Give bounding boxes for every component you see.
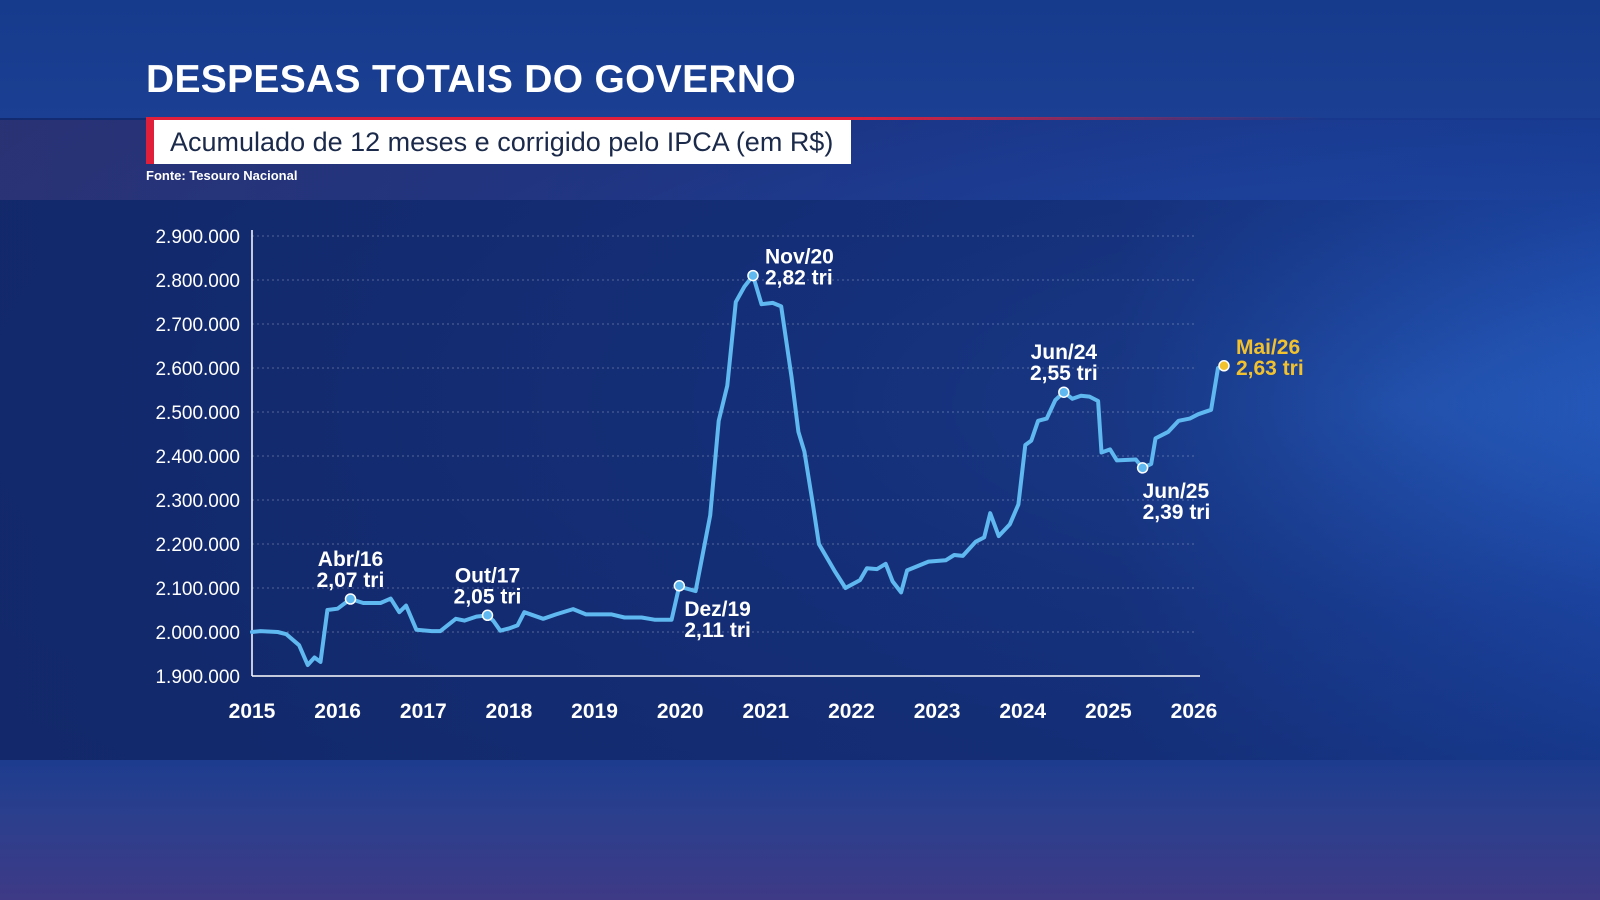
y-tick-label: 2.000.000: [155, 623, 240, 644]
series-line: [250, 273, 1226, 667]
x-tick-label: 2019: [571, 700, 618, 723]
annotation-date: Jun/24: [1031, 341, 1098, 364]
annotation-value: 2,11 tri: [684, 619, 751, 642]
chart-subtitle: Acumulado de 12 meses e corrigido pelo I…: [146, 120, 852, 164]
data-point-marker: [481, 609, 494, 622]
annotation-date: Mai/26: [1236, 336, 1300, 359]
data-point-marker: [1218, 360, 1230, 372]
y-tick-label: 2.900.000: [155, 227, 240, 248]
annotation-value: 2,39 tri: [1143, 501, 1211, 524]
annotation-value: 2,55 tri: [1030, 362, 1098, 385]
x-tick-label: 2020: [657, 700, 704, 723]
data-point-marker: [1058, 386, 1070, 398]
annotation-date: Out/17: [455, 564, 520, 587]
data-point-marker: [344, 593, 357, 605]
x-tick-label: 2016: [314, 700, 361, 723]
y-tick-label: 2.200.000: [155, 535, 240, 556]
x-tick-label: 2026: [1171, 700, 1218, 723]
y-tick-label: 2.500.000: [155, 403, 240, 424]
header-band: [0, 0, 1600, 118]
x-tick-label: 2021: [742, 700, 789, 723]
y-tick-label: 2.700.000: [155, 315, 240, 336]
data-point-marker: [673, 580, 686, 592]
chart-source: Fonte: Tesouro Nacional: [146, 168, 298, 183]
x-tick-label: 2018: [486, 700, 533, 723]
x-tick-label: 2022: [828, 700, 875, 723]
y-tick-label: 2.100.000: [155, 579, 240, 600]
annotation-date: Abr/16: [318, 548, 383, 571]
chart-panel: [0, 200, 1600, 760]
annotation-date: Jun/25: [1143, 480, 1210, 503]
x-tick-label: 2017: [400, 700, 447, 723]
annotation-date: Nov/20: [765, 246, 834, 269]
chart-title: DESPESAS TOTAIS DO GOVERNO: [146, 58, 796, 101]
x-tick-label: 2024: [999, 700, 1046, 723]
y-tick-label: 2.400.000: [155, 447, 240, 468]
y-tick-label: 2.600.000: [155, 359, 240, 380]
x-tick-label: 2025: [1085, 700, 1132, 723]
annotation-value: 2,63 tri: [1236, 357, 1304, 380]
red-accent-line: [146, 117, 1326, 120]
y-tick-label: 2.300.000: [155, 491, 240, 512]
y-tick-label: 2.800.000: [155, 271, 240, 292]
annotation-value: 2,05 tri: [454, 585, 522, 608]
x-tick-label: 2023: [914, 700, 961, 723]
x-tick-label: 2015: [229, 700, 276, 723]
annotation-value: 2,07 tri: [317, 569, 385, 592]
bottom-band: [0, 760, 1600, 900]
annotation-date: Dez/19: [684, 598, 751, 621]
data-point-marker: [1136, 462, 1149, 474]
y-tick-label: 1.900.000: [155, 667, 240, 688]
annotation-value: 2,82 tri: [765, 267, 833, 290]
data-point-marker: [747, 269, 759, 282]
